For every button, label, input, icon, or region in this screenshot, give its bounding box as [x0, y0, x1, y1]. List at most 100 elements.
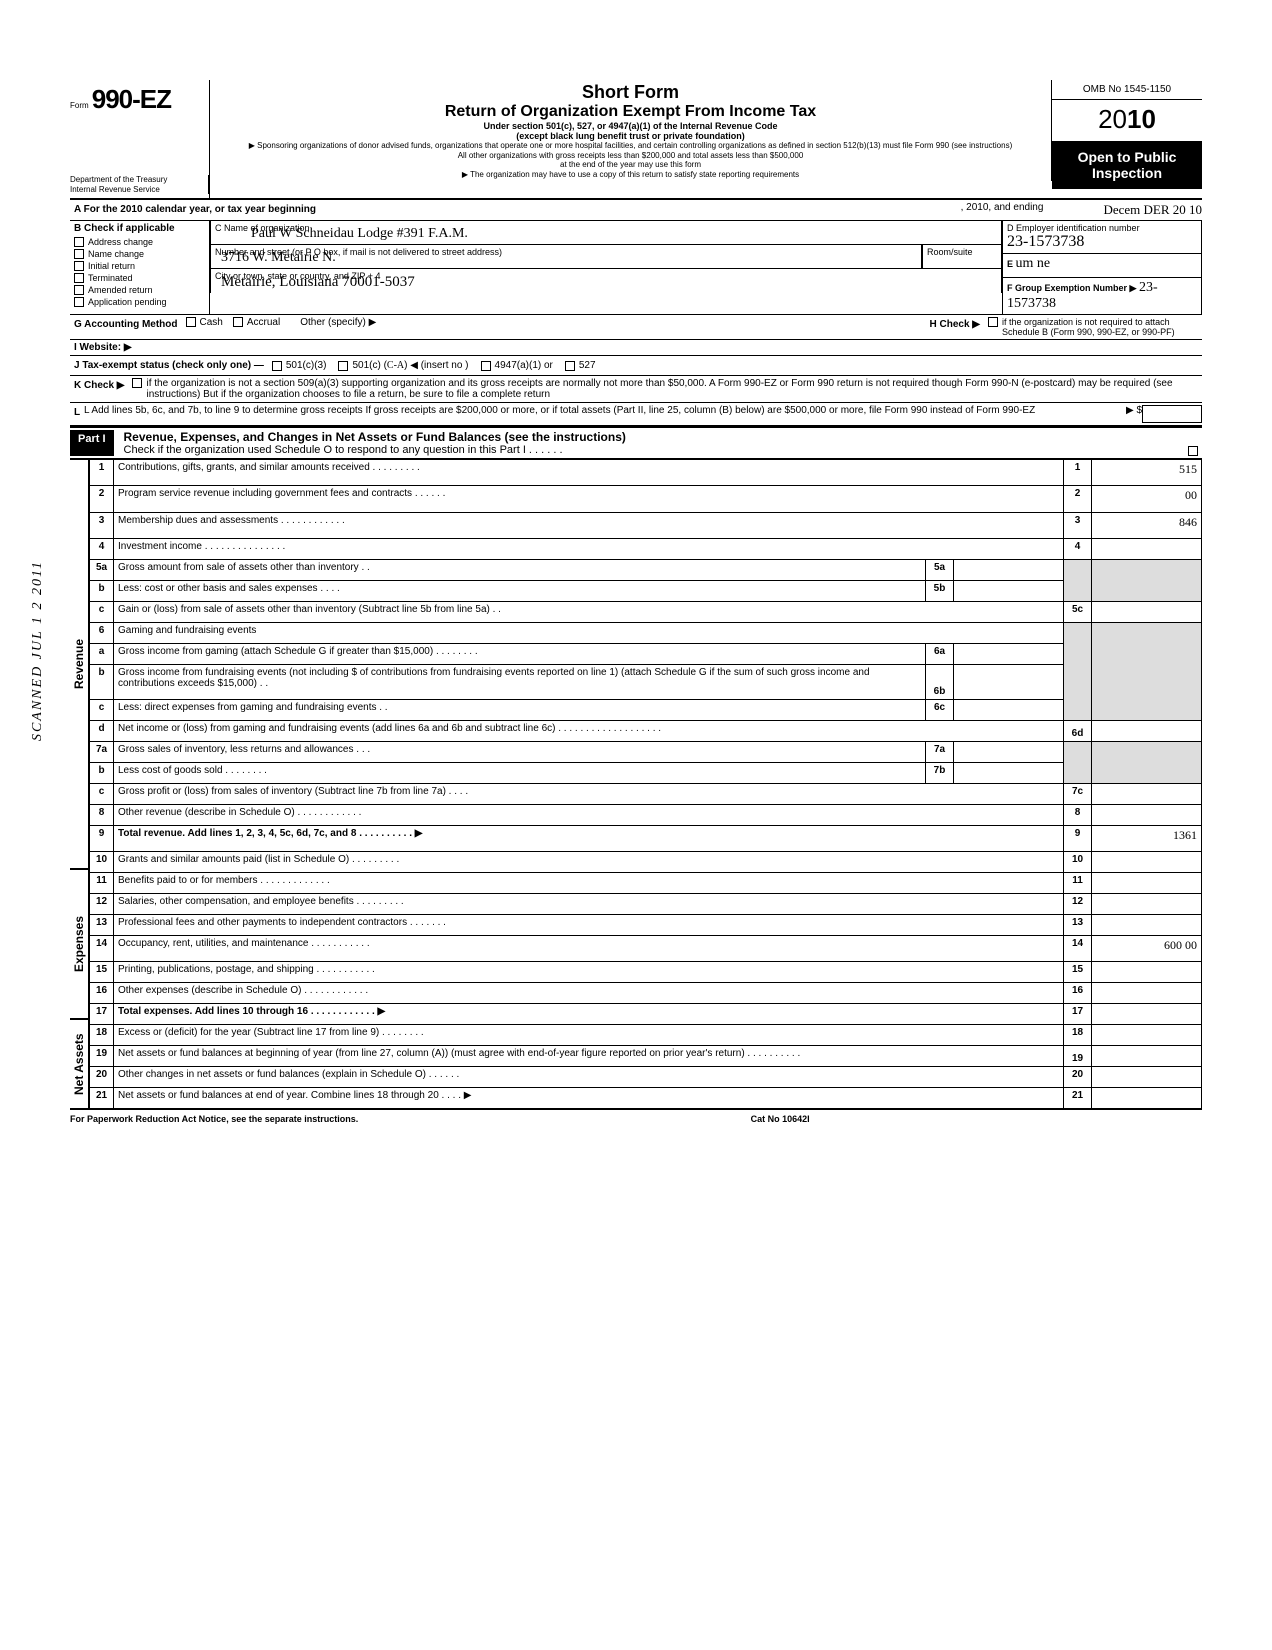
opt-accrual: Accrual [247, 317, 280, 337]
k-text: if the organization is not a section 509… [146, 378, 1202, 400]
part1-title: Revenue, Expenses, and Changes in Net As… [124, 430, 626, 444]
city-hw: Metairie, Louisiana 70001-5037 [221, 274, 415, 291]
org-name-field[interactable]: C Name of organization Paul W Schneidau … [210, 221, 1002, 245]
chk-name-change[interactable]: Name change [70, 248, 209, 260]
label-g: G Accounting Method [70, 317, 182, 337]
row-a: A For the 2010 calendar year, or tax yea… [70, 200, 1202, 221]
chk-part1[interactable] [1188, 446, 1198, 456]
open-public-2: Inspection [1056, 165, 1198, 181]
label-a: A For the 2010 calendar year, or tax yea… [70, 202, 320, 218]
col-def: D Employer identification number 23-1573… [1002, 221, 1202, 314]
chk-cash[interactable] [186, 317, 196, 327]
dept-irs: Internal Revenue Service [70, 185, 209, 195]
l-arrow: ▶ $ [1126, 405, 1142, 423]
line-17: 17Total expenses. Add lines 10 through 1… [90, 1004, 1202, 1025]
chk-amended[interactable]: Amended return [70, 284, 209, 296]
line-2: 2Program service revenue including gover… [90, 486, 1202, 512]
row-l: L L Add lines 5b, 6c, and 7b, to line 9 … [70, 403, 1202, 426]
form-prefix: Form [70, 101, 89, 110]
open-public-1: Open to Public [1056, 149, 1198, 165]
part1-bar: Part I [70, 430, 114, 456]
row-g-h: G Accounting Method Cash Accrual Other (… [70, 315, 1202, 340]
title-end-year: at the end of the year may use this form [218, 160, 1043, 170]
chk-terminated[interactable]: Terminated [70, 272, 209, 284]
label-k: K Check ▶ [70, 378, 128, 400]
form-number-box: Form 990-EZ Department of the Treasury I… [70, 80, 210, 198]
part1-sub: Check if the organization used Schedule … [124, 444, 626, 456]
ein-field[interactable]: D Employer identification number 23-1573… [1002, 221, 1202, 254]
line-20: 20Other changes in net assets or fund ba… [90, 1067, 1202, 1088]
e-field[interactable]: E um ne [1002, 254, 1202, 278]
line-7b: bLess cost of goods sold . . . . . . . .… [90, 762, 1202, 783]
page-footer: For Paperwork Reduction Act Notice, see … [70, 1109, 1202, 1124]
col-c-address: C Name of organization Paul W Schneidau … [210, 221, 1002, 314]
name-hw: Paul W Schneidau Lodge #391 F.A.M. [251, 226, 468, 242]
label-j: J Tax-exempt status (check only one) — [70, 358, 268, 373]
form-page: SCANNED JUL 1 2 2011 Form 990-EZ Departm… [70, 80, 1202, 1124]
title-box: Short Form Return of Organization Exempt… [210, 80, 1052, 181]
line-13: 13Professional fees and other payments t… [90, 914, 1202, 935]
line-18: 18Excess or (deficit) for the year (Subt… [90, 1025, 1202, 1046]
chk-accrual[interactable] [233, 317, 243, 327]
lines-table: 1Contributions, gifts, grants, and simil… [89, 459, 1202, 1109]
chk-501c3[interactable] [272, 361, 282, 371]
title-section: Under section 501(c), 527, or 4947(a)(1)… [218, 121, 1043, 131]
j-opt2b: ) ◀ (insert no ) [404, 360, 468, 371]
line-11: 11Benefits paid to or for members . . . … [90, 873, 1202, 894]
line-5a: 5aGross amount from sale of assets other… [90, 559, 1202, 580]
row-j: J Tax-exempt status (check only one) — 5… [70, 356, 1202, 376]
line-6c: cLess: direct expenses from gaming and f… [90, 700, 1202, 721]
omb-box: OMB No 1545-1150 2010 Open to Public Ins… [1052, 80, 1202, 189]
vlabel-expenses: Expenses [70, 869, 89, 1019]
dept-treasury: Department of the Treasury [70, 175, 209, 185]
line-16: 16Other expenses (describe in Schedule O… [90, 983, 1202, 1004]
chk-pending[interactable]: Application pending [70, 296, 209, 308]
col-b-checks: B Check if applicable Address change Nam… [70, 221, 210, 314]
opt-other: Other (specify) ▶ [300, 317, 376, 337]
line-6b: bGross income from fundraising events (n… [90, 664, 1202, 699]
street-field[interactable]: Number and street (or P O box, if mail i… [210, 245, 922, 269]
tax-year: 2010 [1052, 100, 1202, 139]
d-label: D Employer identification number [1007, 223, 1140, 233]
title-sponsoring: ▶ Sponsoring organizations of donor advi… [218, 141, 1043, 151]
line-3: 3Membership dues and assessments . . . .… [90, 512, 1202, 538]
addr-hw: 3716 W. Metairie N. [221, 250, 336, 266]
chk-initial[interactable]: Initial return [70, 260, 209, 272]
room-label: Room/suite [927, 247, 973, 257]
title-state-req: ▶ The organization may have to use a cop… [218, 170, 1043, 180]
year-prefix: 20 [1098, 104, 1127, 134]
line-19: 19Net assets or fund balances at beginni… [90, 1046, 1202, 1067]
j-opt4: 527 [579, 360, 596, 371]
chk-527[interactable] [565, 361, 575, 371]
e-hw: um ne [1016, 256, 1051, 271]
d-hw: 23-1573738 [1007, 233, 1197, 251]
label-i: I Website: ▶ [70, 340, 136, 355]
line-10: 10Grants and similar amounts paid (list … [90, 852, 1202, 873]
line-4: 4Investment income . . . . . . . . . . .… [90, 538, 1202, 559]
line-5c: cGain or (loss) from sale of assets othe… [90, 601, 1202, 622]
line-8: 8Other revenue (describe in Schedule O) … [90, 804, 1202, 825]
city-field[interactable]: City or town, state or country, and ZIP … [210, 269, 1002, 293]
chk-501c[interactable] [338, 361, 348, 371]
chk-4947[interactable] [481, 361, 491, 371]
line-6d: dNet income or (loss) from gaming and fu… [90, 721, 1202, 742]
chk-h[interactable] [988, 317, 998, 327]
chk-addr-change[interactable]: Address change [70, 236, 209, 248]
vlabel-netassets: Net Assets [70, 1019, 89, 1109]
chk-k[interactable] [132, 378, 142, 388]
lines-wrap: Revenue Expenses Net Assets 1Contributio… [70, 459, 1202, 1109]
l-amount[interactable] [1142, 405, 1202, 423]
line-5b: bLess: cost or other basis and sales exp… [90, 580, 1202, 601]
omb-number: OMB No 1545-1150 [1052, 80, 1202, 100]
label-h: H Check ▶ [926, 317, 984, 337]
f-field[interactable]: F Group Exemption Number ▶ 23-1573738 [1002, 278, 1202, 314]
title-return: Return of Organization Exempt From Incom… [218, 103, 1043, 121]
title-short-form: Short Form [218, 82, 1043, 103]
title-other-orgs: All other organizations with gross recei… [218, 151, 1043, 161]
opt-cash: Cash [200, 317, 223, 337]
f-label: F Group Exemption Number ▶ [1007, 283, 1136, 293]
room-field[interactable]: Room/suite [922, 245, 1002, 269]
year-bold: 10 [1127, 104, 1156, 134]
footer-left: For Paperwork Reduction Act Notice, see … [70, 1114, 358, 1124]
row-k: K Check ▶ if the organization is not a s… [70, 376, 1202, 403]
